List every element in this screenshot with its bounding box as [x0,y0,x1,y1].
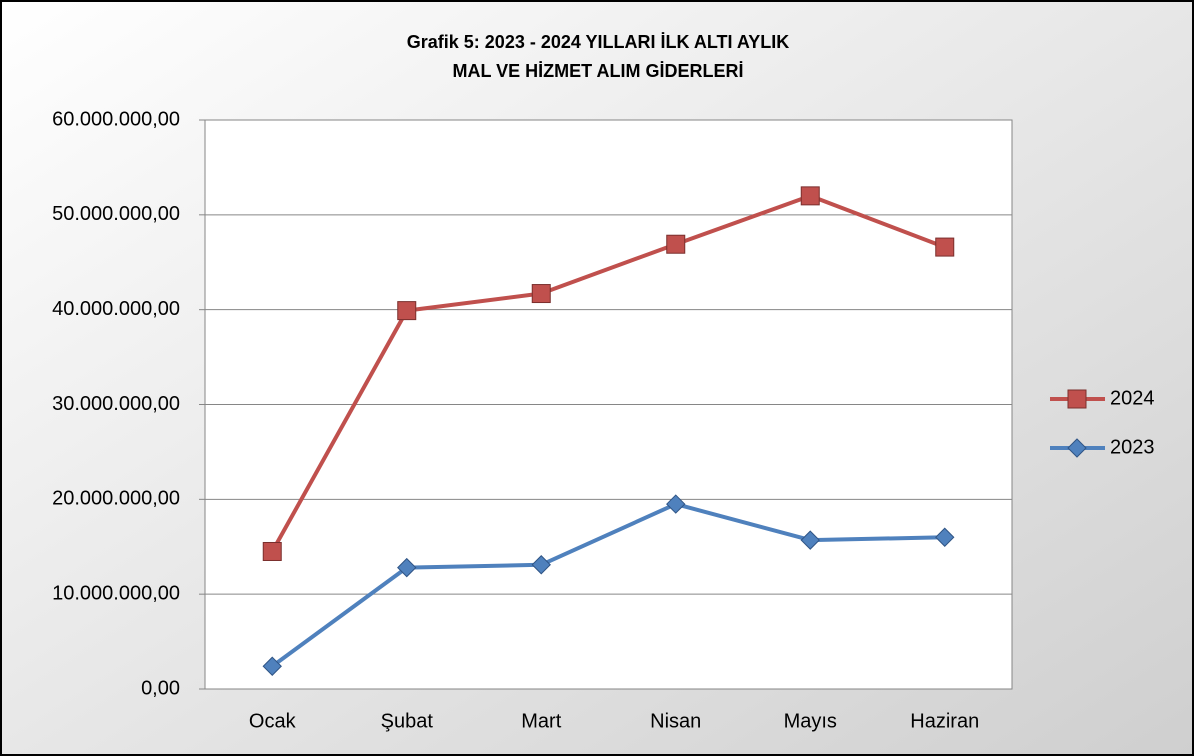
x-tick-label: Ocak [249,710,297,732]
legend-label: 2024 [1110,387,1155,409]
legend-marker [1067,438,1087,458]
marker [666,494,686,514]
marker [935,527,955,547]
marker [262,541,282,561]
chart-title: MAL VE HİZMET ALIM GİDERLERİ [453,61,744,81]
y-tick-label: 0,00 [141,677,180,699]
y-tick-label: 50.000.000,00 [52,203,180,225]
marker [262,656,282,676]
marker [666,234,686,254]
y-tick-label: 40.000.000,00 [52,298,180,320]
y-tick-label: 10.000.000,00 [52,582,180,604]
x-tick-label: Haziran [910,710,979,732]
legend-label: 2023 [1110,436,1155,458]
marker [935,237,955,257]
chart-title: Grafik 5: 2023 - 2024 YILLARI İLK ALTI A… [407,32,789,52]
x-tick-label: Mayıs [784,710,837,732]
x-tick-label: Mart [521,710,561,732]
legend-marker [1067,389,1087,409]
marker [397,301,417,321]
marker [800,530,820,550]
y-tick-label: 20.000.000,00 [52,488,180,510]
marker [800,186,820,206]
y-tick-label: 60.000.000,00 [52,108,180,130]
marker [531,555,551,575]
marker [531,284,551,304]
x-tick-label: Şubat [381,710,434,732]
marker [397,557,417,578]
y-tick-label: 30.000.000,00 [52,393,180,415]
series-line [270,193,946,553]
x-tick-label: Nisan [650,710,701,732]
series-line [271,502,945,668]
